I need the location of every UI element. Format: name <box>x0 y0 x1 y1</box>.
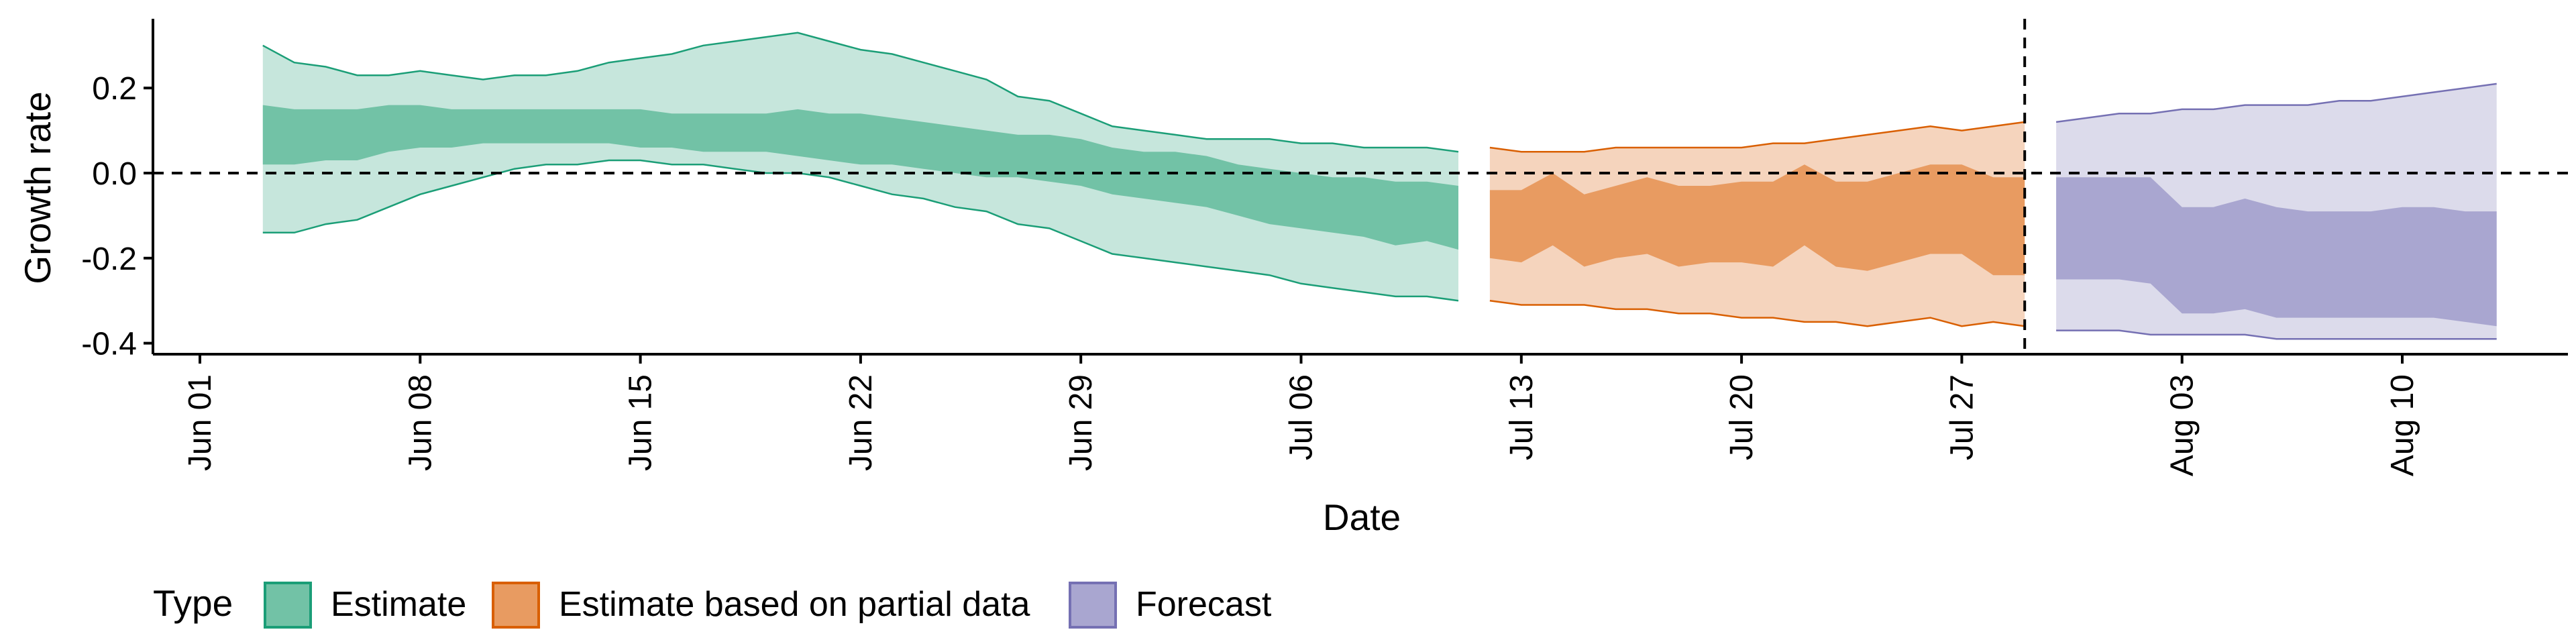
reference-lines <box>153 19 2568 354</box>
series-0-lower-edge <box>262 159 1459 302</box>
legend-swatch <box>264 582 312 629</box>
x-tick-label: Jun 01 <box>182 374 218 471</box>
x-tick-label: Jul 20 <box>1724 374 1760 460</box>
series-2-upper-edge <box>2055 83 2497 123</box>
series-0-outer-band <box>262 32 1458 301</box>
axes: -0.4-0.20.00.2 Jun 01 Jun 08 Jun 15 Jun 22 J… <box>81 19 2568 476</box>
y-ticks: -0.4 -0.2 0.0 0.2 <box>81 71 153 362</box>
x-tick-label: Jul 13 <box>1504 374 1540 460</box>
x-tick-label: Jun 29 <box>1063 374 1099 471</box>
series-layer <box>262 32 2497 340</box>
y-tick-label: -0.2 <box>81 241 137 277</box>
series-0 <box>262 32 1459 302</box>
y-tick-label: -0.4 <box>81 327 137 362</box>
x-tick-label: Jun 08 <box>402 374 438 471</box>
series-1-upper-edge <box>1489 121 2025 153</box>
y-axis-title: Growth rate <box>17 91 58 284</box>
legend-swatch <box>492 582 540 629</box>
series-0-upper-edge <box>262 32 1459 153</box>
series-2-lower-edge <box>2056 329 2497 340</box>
series-2 <box>2055 83 2497 340</box>
legend-title: Type <box>153 582 233 624</box>
x-axis-title: Date <box>1323 496 1401 538</box>
series-2-inner-band <box>2056 177 2497 327</box>
series-1-lower-edge <box>1489 299 2025 327</box>
legend-label: Estimate <box>331 585 466 624</box>
x-tick-label: Jun 22 <box>843 374 879 471</box>
series-1 <box>1489 121 2025 327</box>
legend: Type Estimate Estimate based on partial d… <box>153 582 1272 629</box>
series-1-inner-band <box>1489 164 2025 276</box>
x-tick-label: Jun 15 <box>623 374 659 471</box>
x-tick-label: Aug 10 <box>2385 374 2420 476</box>
y-tick-label: 0.0 <box>92 156 137 192</box>
x-tick-label: Jul 27 <box>1944 374 1980 460</box>
legend-label: Forecast <box>1136 585 1272 624</box>
x-ticks: Jun 01 Jun 08 Jun 15 Jun 22 Jun 29 Jul 06 Jul … <box>182 354 2420 476</box>
legend-swatch <box>1069 582 1117 629</box>
y-tick-label: 0.2 <box>92 71 137 107</box>
x-tick-label: Aug 03 <box>2165 374 2200 476</box>
series-0-inner-band <box>262 105 1458 250</box>
x-tick-label: Jul 06 <box>1284 374 1320 460</box>
legend-label: Estimate based on partial data <box>559 585 1030 624</box>
